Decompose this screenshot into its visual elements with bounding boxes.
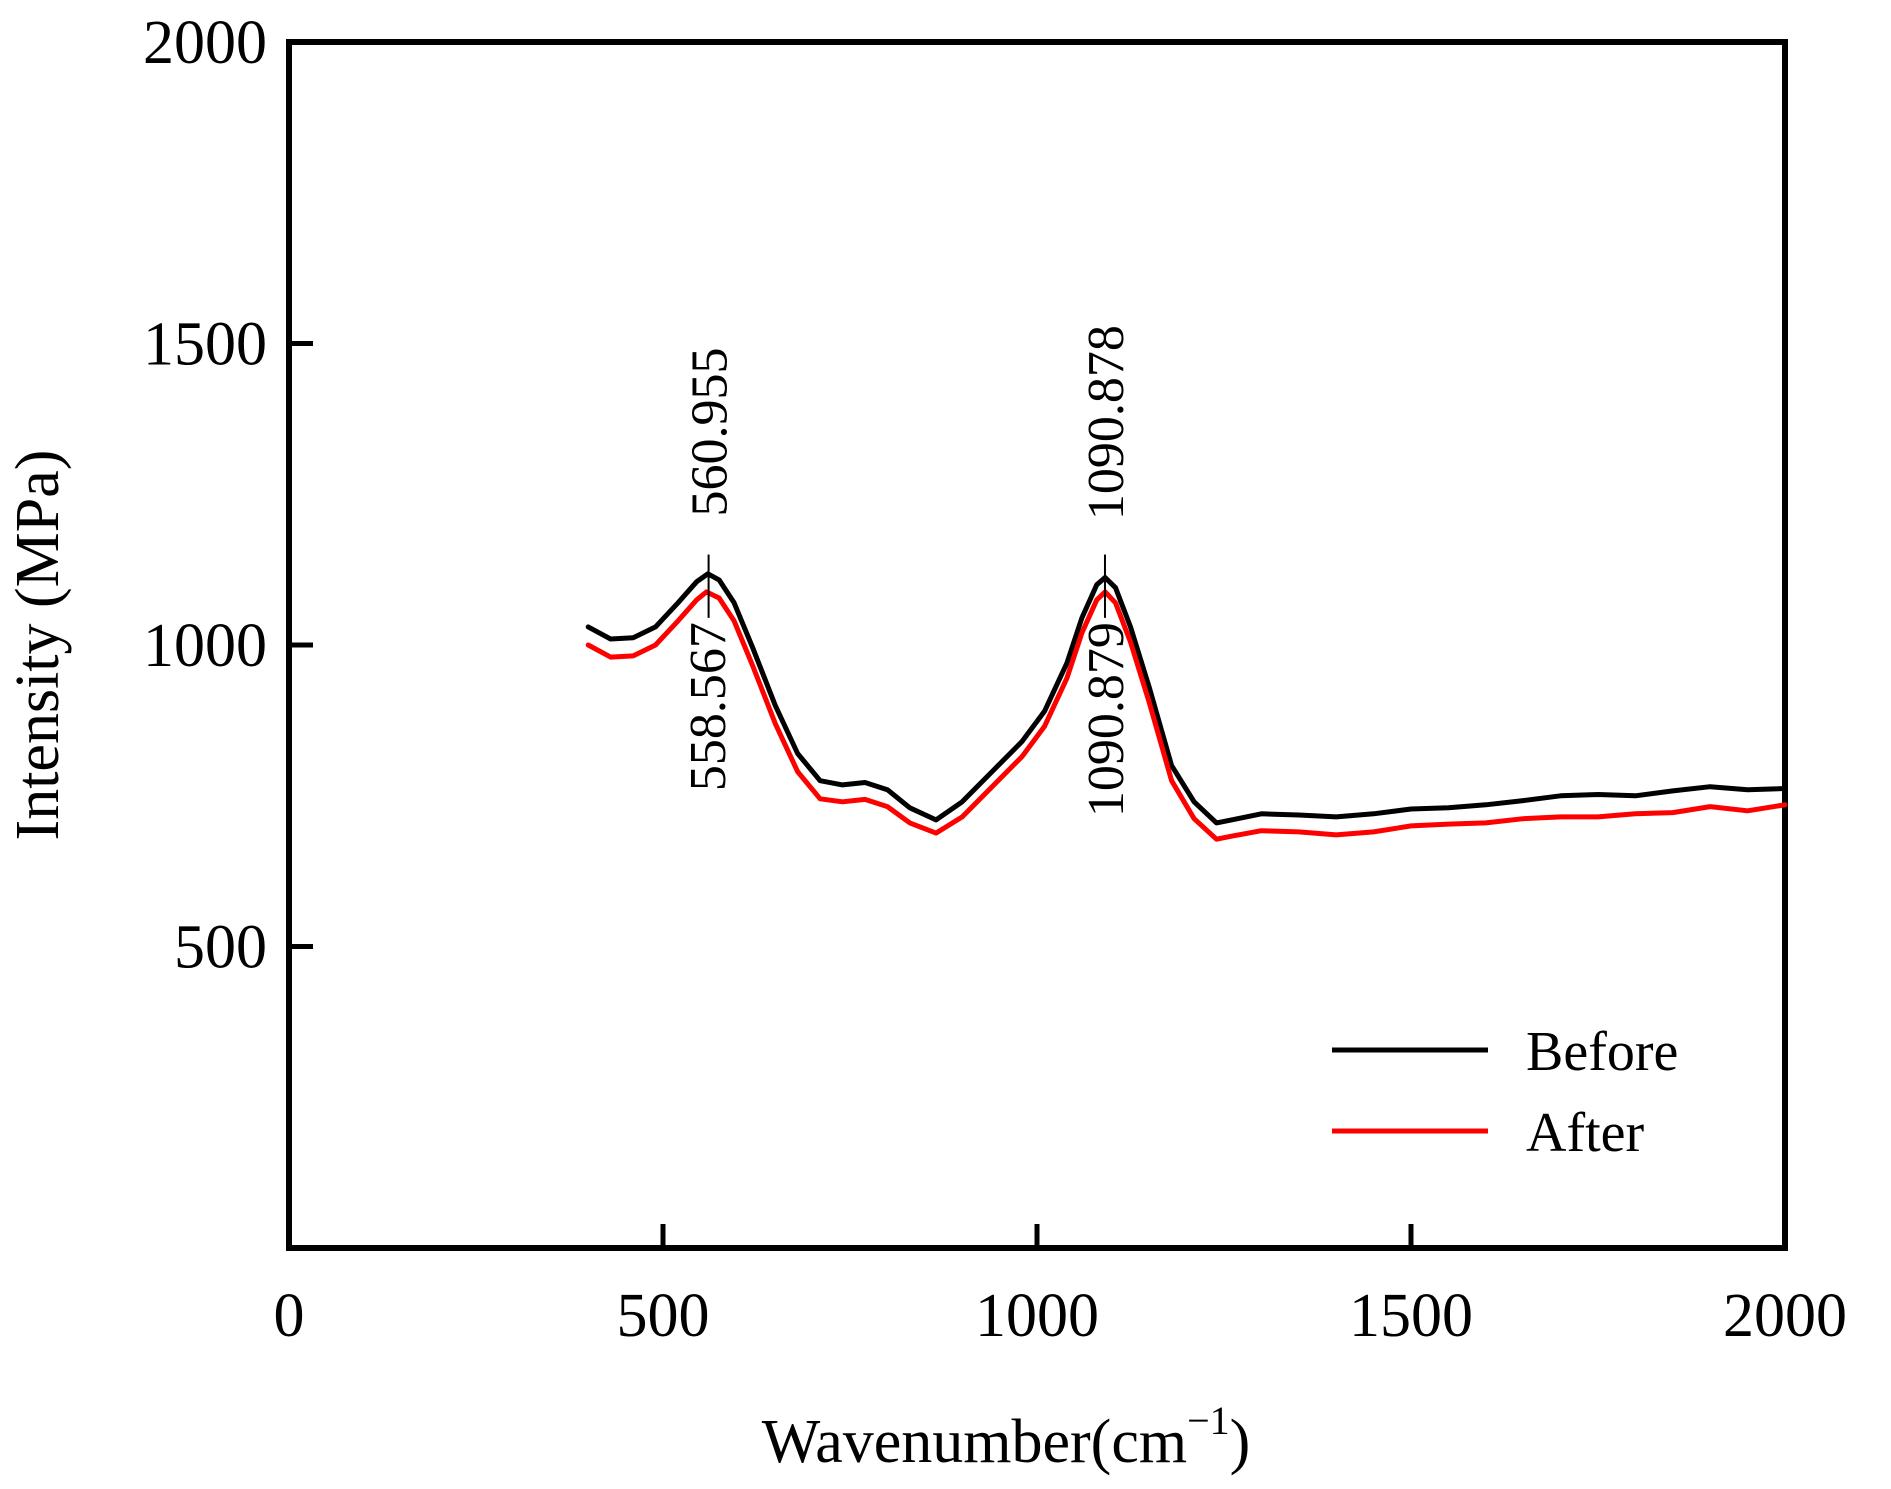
peak-label-above: 560.955 (682, 348, 739, 517)
x-tick-label: 2000 (1723, 1282, 1847, 1350)
axis-ticks (289, 341, 1414, 1248)
y-tick-label: 1500 (143, 311, 267, 379)
legend-label-after: After (1526, 1102, 1645, 1164)
legend: Before After (1332, 1021, 1678, 1164)
x-tick-label: 1000 (975, 1282, 1099, 1350)
series-layer (585, 571, 1788, 842)
y-tick-label: 2000 (143, 9, 267, 77)
legend-label-before: Before (1526, 1021, 1678, 1083)
series-line-after (585, 589, 1788, 842)
y-axis-title: Intensity (MPa) (4, 450, 72, 841)
axis-tick-labels: 0 500 1000 1500 2000 500 1000 1500 2000 (143, 9, 1847, 1350)
peak-label-above: 1090.878 (1078, 325, 1135, 520)
x-tick-label: 1500 (1349, 1282, 1473, 1350)
series-line-before (585, 571, 1788, 826)
peak-annotations: 560.955 558.567 1090.878 1090.879 (680, 325, 1135, 817)
x-tick-label: 500 (617, 1282, 710, 1350)
y-tick-label: 1000 (143, 612, 267, 680)
peak-label-below: 1090.879 (1078, 622, 1135, 817)
x-tick-label: 0 (274, 1282, 305, 1350)
x-axis-title: Wavenumber(cm−1) (762, 1398, 1251, 1476)
y-tick-label: 500 (174, 914, 267, 982)
peak-label-below: 558.567 (680, 622, 737, 791)
